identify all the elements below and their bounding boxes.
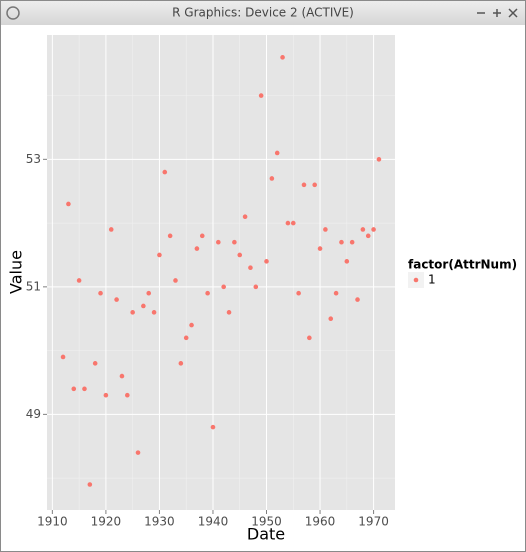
point — [194, 246, 200, 251]
point — [344, 259, 350, 264]
point — [125, 392, 130, 398]
point — [162, 169, 168, 175]
point — [141, 303, 146, 309]
point — [333, 290, 339, 296]
point — [216, 239, 221, 245]
window-title: R Graphics: Device 2 (ACTIVE) — [172, 6, 354, 20]
point — [258, 93, 264, 98]
point — [146, 290, 152, 296]
point — [71, 386, 77, 392]
point — [317, 246, 323, 251]
point — [98, 290, 103, 296]
point — [301, 182, 307, 188]
x-tick-label: 1960 — [305, 515, 336, 529]
x-tick-label: 1970 — [358, 515, 389, 529]
point — [376, 157, 382, 162]
y-tick-label: 51 — [26, 279, 41, 293]
y-tick-label: 49 — [26, 407, 41, 421]
point — [173, 278, 178, 283]
x-tick-label: 1920 — [91, 515, 122, 529]
point — [151, 310, 157, 315]
point — [157, 252, 162, 258]
point — [339, 239, 344, 245]
point — [226, 310, 232, 315]
point — [323, 227, 328, 232]
point — [274, 150, 280, 156]
point — [210, 424, 216, 430]
point — [290, 220, 296, 226]
point — [371, 227, 376, 232]
legend-label: 1 — [428, 273, 436, 287]
point — [103, 392, 109, 398]
x-tick-label: 1910 — [37, 515, 68, 529]
point — [355, 297, 360, 302]
point — [296, 290, 301, 296]
point — [221, 284, 226, 290]
point — [237, 252, 243, 258]
legend-marker — [413, 277, 419, 283]
close-button[interactable] — [508, 8, 518, 18]
point — [285, 220, 291, 226]
x-tick-label: 1930 — [144, 515, 175, 529]
point — [349, 239, 355, 245]
point — [264, 259, 269, 264]
legend-title: factor(AttrNum) — [408, 258, 517, 272]
point — [167, 233, 173, 239]
x-tick-label: 1940 — [198, 515, 229, 529]
point — [60, 354, 66, 360]
point — [108, 227, 114, 232]
point — [189, 322, 194, 328]
point — [135, 450, 141, 455]
point — [360, 227, 366, 232]
x-axis-title: Date — [247, 525, 285, 544]
point — [66, 201, 71, 207]
point — [178, 361, 184, 366]
title-bar — [1, 1, 525, 25]
point — [92, 361, 98, 366]
point — [82, 386, 87, 392]
point — [114, 297, 119, 302]
point — [87, 482, 93, 487]
point — [130, 310, 135, 315]
y-axis-title: Value — [7, 250, 26, 294]
point — [365, 233, 371, 239]
point — [232, 239, 237, 245]
app-icon — [6, 6, 20, 20]
y-tick-label: 53 — [26, 152, 41, 166]
point — [328, 316, 334, 322]
plot-panel — [47, 35, 395, 510]
point — [119, 373, 125, 379]
point — [242, 214, 248, 220]
x-tick-label: 1950 — [251, 515, 282, 529]
point — [253, 284, 259, 290]
point — [269, 176, 275, 181]
point — [248, 265, 253, 271]
point — [307, 335, 312, 341]
point — [280, 55, 285, 60]
maximize-button[interactable] — [493, 9, 501, 17]
point — [199, 233, 205, 239]
point — [312, 182, 317, 188]
point — [76, 278, 82, 283]
point — [205, 290, 210, 296]
point — [183, 335, 189, 341]
